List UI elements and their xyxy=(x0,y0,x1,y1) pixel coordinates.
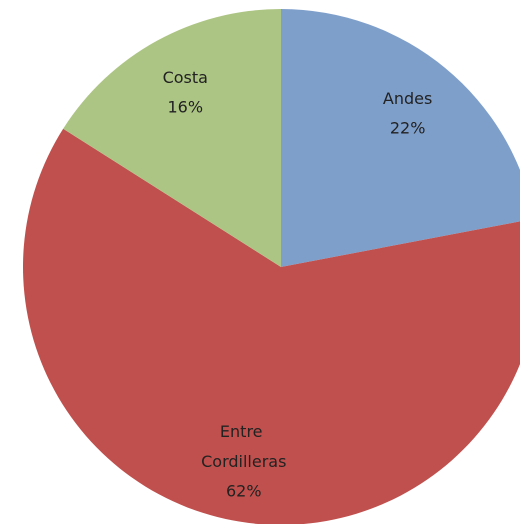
label-line: Entre xyxy=(220,422,268,441)
slice-label: Andes xyxy=(383,88,432,107)
slice-label: Costa xyxy=(163,67,208,86)
value-label: 62% xyxy=(226,482,262,501)
label-line: Andes xyxy=(383,88,432,107)
label-line: Cordilleras xyxy=(201,452,286,471)
value-label: 22% xyxy=(390,118,426,137)
label-line: Costa xyxy=(163,67,208,86)
slice-label: Entre Cordilleras xyxy=(201,422,286,471)
pie-slice xyxy=(63,9,282,267)
value-label: 16% xyxy=(168,97,204,116)
pie-slice xyxy=(281,9,520,267)
pie-slice xyxy=(23,128,520,524)
